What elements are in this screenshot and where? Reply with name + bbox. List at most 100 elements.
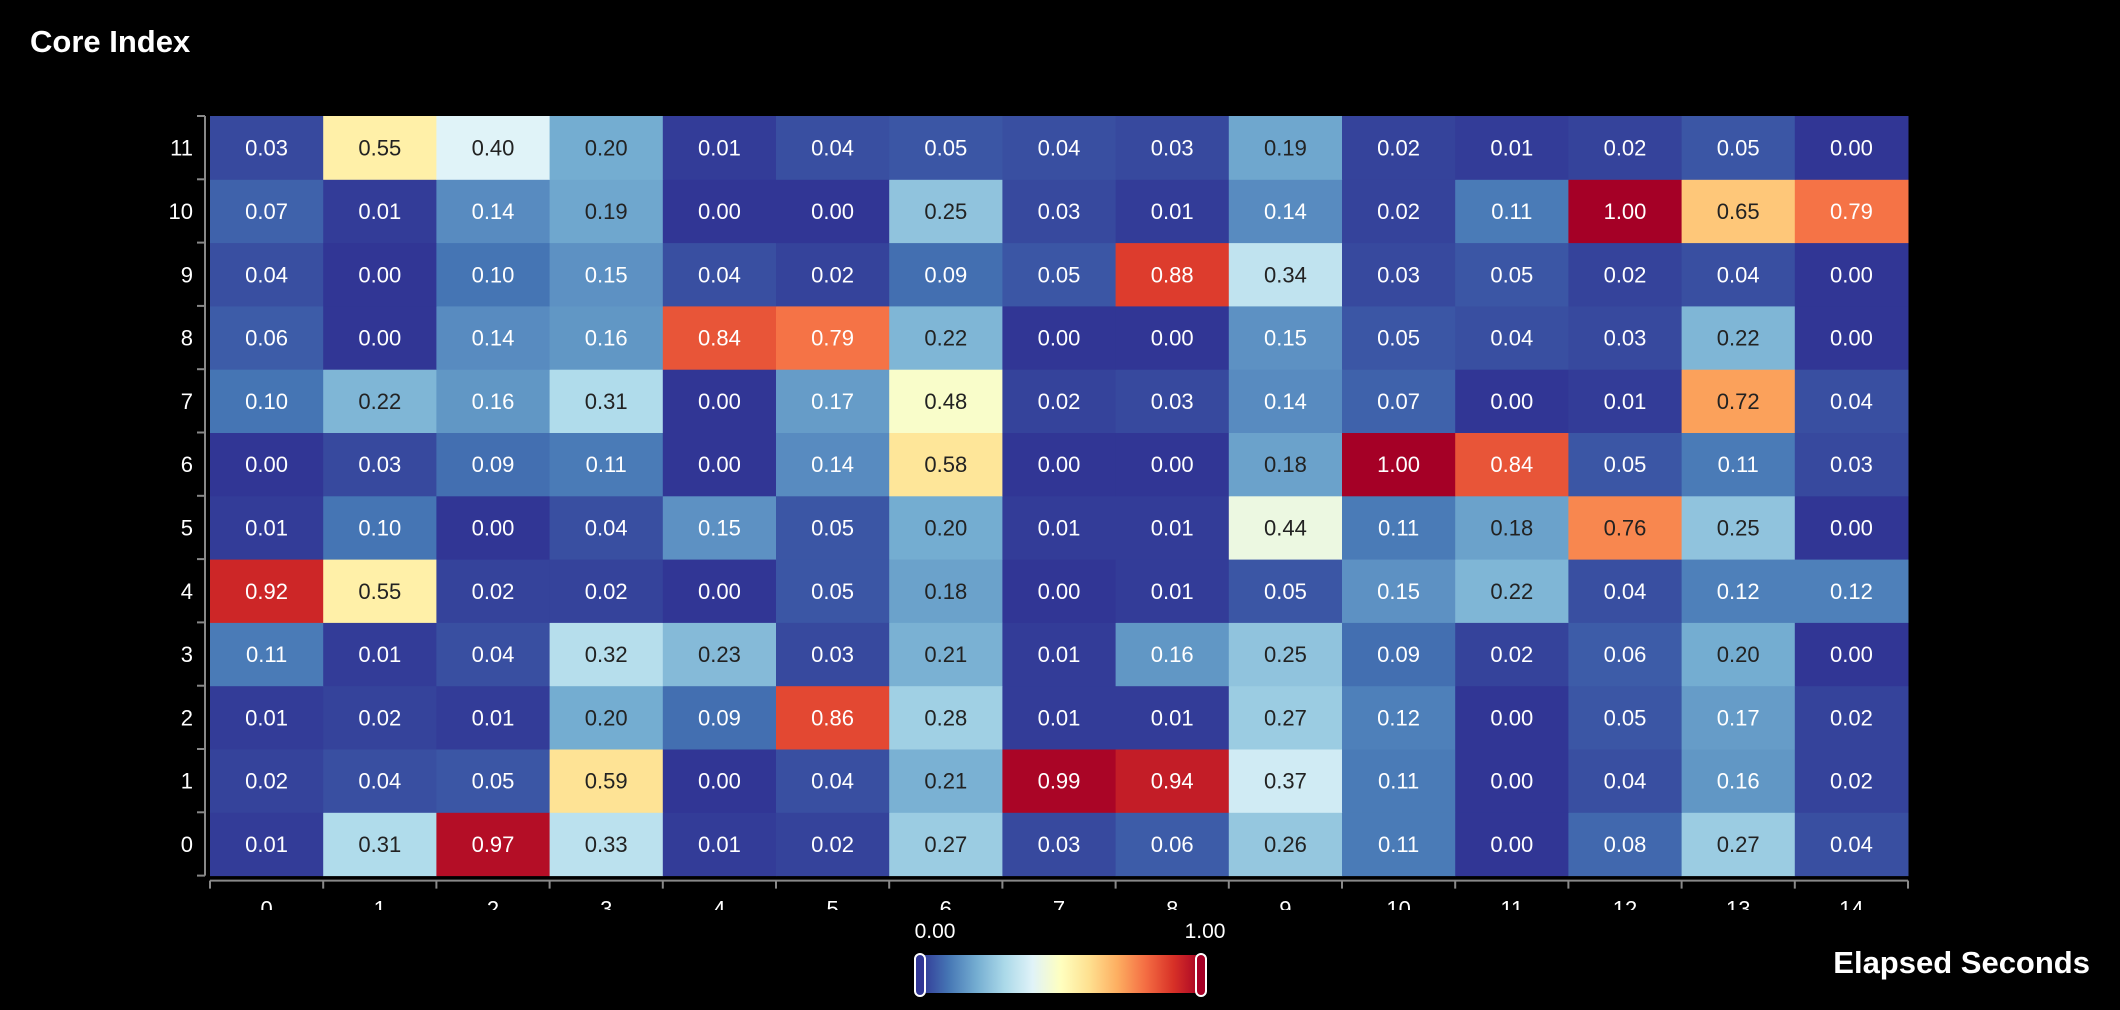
- heatmap-cell: [436, 559, 551, 623]
- x-tick-label: 0: [260, 897, 272, 910]
- heatmap-cell: [1568, 749, 1683, 813]
- colorbar-max-handle[interactable]: [1195, 953, 1207, 997]
- cell-value-label: 0.00: [1830, 642, 1873, 667]
- cell-value-label: 0.05: [1604, 452, 1647, 477]
- heatmap-cell: [1681, 179, 1796, 244]
- heatmap-cell: [889, 432, 1003, 497]
- heatmap-cell: [889, 622, 1003, 687]
- heatmap-cell: [210, 559, 324, 623]
- cell-value-label: 0.40: [472, 136, 515, 161]
- cell-value-label: 0.04: [358, 769, 401, 794]
- cell-value-label: 0.03: [245, 136, 288, 161]
- cell-value-label: 0.14: [811, 452, 854, 477]
- cell-value-label: 0.00: [1490, 769, 1533, 794]
- cell-value-label: 0.00: [1830, 326, 1873, 351]
- cell-value-label: 0.10: [245, 389, 288, 414]
- cell-value-label: 0.02: [811, 832, 854, 857]
- y-tick-label: 3: [181, 642, 193, 667]
- heatmap-cell: [323, 559, 437, 623]
- cell-value-label: 0.00: [698, 769, 741, 794]
- heatmap-cell: [1115, 622, 1230, 687]
- heatmap-cell: [1342, 685, 1456, 750]
- cell-value-label: 0.04: [1490, 326, 1533, 351]
- cell-value-label: 0.05: [811, 515, 854, 540]
- cell-value-label: 0.00: [358, 326, 401, 351]
- heatmap-cell: [1228, 369, 1343, 433]
- heatmap-cell: [776, 305, 890, 370]
- heatmap-cell: [549, 812, 664, 877]
- heatmap-cell: [210, 432, 324, 497]
- heatmap-cell: [1455, 179, 1569, 244]
- cell-value-label: 0.19: [585, 199, 628, 224]
- cell-value-label: 0.25: [1717, 515, 1760, 540]
- heatmap-cell: [436, 685, 551, 750]
- heatmap-cell: [1115, 812, 1230, 877]
- cell-value-label: 0.28: [924, 705, 967, 730]
- heatmap-cell: [210, 622, 324, 687]
- heatmap-cell: [1681, 305, 1796, 370]
- heatmap-cell: [323, 305, 437, 370]
- heatmap-cell: [1794, 305, 1909, 370]
- heatmap-cell: [889, 749, 1003, 813]
- y-tick-label: 11: [170, 136, 193, 161]
- cell-value-label: 0.07: [245, 199, 288, 224]
- cell-value-label: 0.04: [585, 515, 628, 540]
- cell-value-label: 0.01: [245, 705, 288, 730]
- heatmap-cell: [323, 495, 437, 560]
- heatmap-cell: [1455, 812, 1569, 877]
- heatmap-cell: [662, 685, 777, 750]
- heatmap-cell: [1228, 432, 1343, 497]
- cell-value-label: 0.07: [1377, 389, 1420, 414]
- cell-value-label: 0.05: [1264, 579, 1307, 604]
- heatmap-cell: [1455, 685, 1569, 750]
- heatmap-cell: [1455, 116, 1569, 180]
- cell-value-label: 0.37: [1264, 769, 1307, 794]
- heatmap-cell: [1681, 685, 1796, 750]
- heatmap-cell: [1681, 369, 1796, 433]
- cell-value-label: 0.18: [924, 579, 967, 604]
- cell-value-label: 0.03: [1377, 262, 1420, 287]
- heatmap-cell: [436, 242, 551, 307]
- cell-value-label: 0.06: [1151, 832, 1194, 857]
- heatmap-cell: [1681, 495, 1796, 560]
- heatmap-cell: [436, 622, 551, 687]
- heatmap-cell: [436, 179, 551, 244]
- heatmap-cell: [1568, 116, 1683, 180]
- heatmap-cell: [1115, 432, 1230, 497]
- cell-value-label: 0.03: [811, 642, 854, 667]
- cell-value-label: 0.02: [1604, 262, 1647, 287]
- cell-value-label: 0.09: [1377, 642, 1420, 667]
- heatmap-cell: [436, 369, 551, 433]
- heatmap-cell: [1681, 749, 1796, 813]
- heatmap-cell: [323, 369, 437, 433]
- heatmap-cell: [776, 432, 890, 497]
- cell-value-label: 0.00: [1490, 389, 1533, 414]
- heatmap-cell: [549, 369, 664, 433]
- cell-value-label: 0.01: [1604, 389, 1647, 414]
- heatmap-cell: [1002, 116, 1117, 180]
- colorbar-min-handle[interactable]: [914, 953, 926, 997]
- cell-value-label: 0.97: [472, 832, 515, 857]
- x-tick-label: 12: [1613, 897, 1637, 910]
- heatmap-cell: [1115, 305, 1230, 370]
- x-tick-label: 5: [826, 897, 838, 910]
- cell-value-label: 0.15: [1377, 579, 1420, 604]
- heatmap-chart: 0.01 0.31 0.97 0.33 0.01 0.02 0.27 0.03 0.06 0.26…: [169, 115, 1909, 910]
- cell-value-label: 0.03: [358, 452, 401, 477]
- cell-value-label: 0.02: [811, 262, 854, 287]
- heatmap-cell: [776, 242, 890, 307]
- heatmap-cell: [1342, 749, 1456, 813]
- heatmap-cell: [1228, 116, 1343, 180]
- cell-value-label: 0.12: [1717, 579, 1760, 604]
- heatmap-cell: [323, 242, 437, 307]
- heatmap-cell: [1115, 559, 1230, 623]
- heatmap-cell: [1342, 812, 1456, 877]
- heatmap-cell: [1568, 495, 1683, 560]
- cell-value-label: 0.01: [1490, 136, 1533, 161]
- cell-value-label: 0.02: [472, 579, 515, 604]
- cell-value-label: 0.86: [811, 705, 854, 730]
- x-tick-label: 6: [940, 897, 952, 910]
- heatmap-cell: [1342, 622, 1456, 687]
- x-tick-label: 1: [374, 897, 386, 910]
- heatmap-cell: [1794, 116, 1909, 180]
